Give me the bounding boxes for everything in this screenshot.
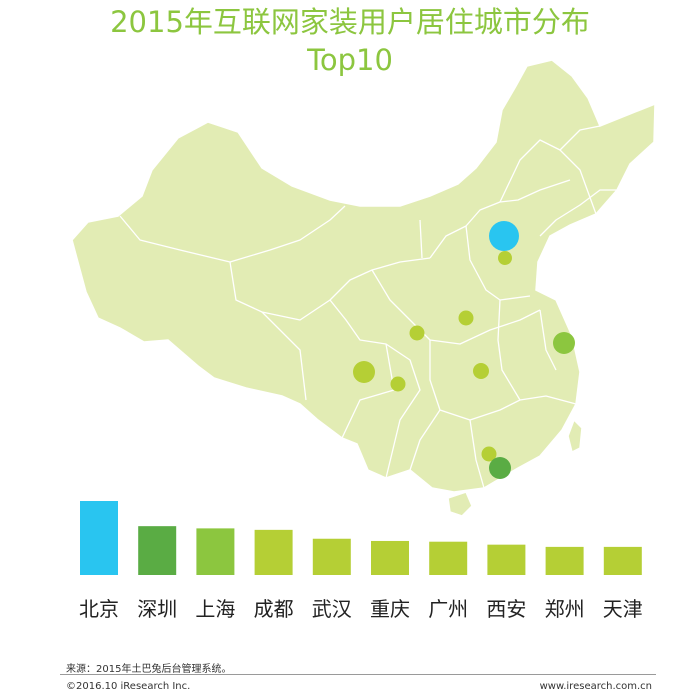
category-label-8: 郑州 (545, 597, 585, 621)
bar-5 (371, 540, 409, 575)
map-bubble-4 (553, 332, 575, 354)
bar-3 (254, 529, 293, 575)
hainan-island-shape (447, 491, 473, 517)
map-bubble-5 (353, 361, 375, 383)
website-url: www.iresearch.com.cn (539, 681, 652, 692)
category-label-9: 天津 (603, 597, 643, 621)
map-bubble-7 (473, 363, 489, 379)
map-bubble-2 (458, 310, 474, 326)
map-bubble-3 (409, 325, 425, 341)
bar-8 (545, 546, 584, 575)
bar-0 (80, 501, 118, 575)
map-bubble-1 (498, 251, 512, 265)
footer-divider (60, 674, 656, 675)
map-bubbles (353, 221, 575, 479)
bar-2 (196, 528, 235, 575)
category-label-0: 北京 (79, 597, 119, 621)
bar-4 (312, 538, 351, 575)
bar-1 (138, 526, 177, 575)
category-label-2: 上海 (195, 597, 235, 621)
chart-subtitle: Top10 (307, 43, 393, 77)
map-bubble-8 (481, 446, 497, 462)
category-label-1: 深圳 (137, 597, 177, 621)
map-bubble-9 (489, 457, 511, 479)
map-bubble-6 (390, 376, 406, 392)
category-label-5: 重庆 (370, 597, 410, 621)
category-label-4: 武汉 (312, 597, 352, 621)
category-label-3: 成都 (254, 597, 294, 621)
bar-6 (429, 541, 468, 575)
copyright: ©2016.10 iResearch Inc. (66, 681, 191, 692)
map-bubble-0 (489, 221, 519, 251)
bar-9 (603, 546, 642, 575)
category-label-7: 西安 (486, 597, 526, 621)
province-borders (119, 125, 617, 489)
taiwan-island-shape (567, 418, 583, 454)
bar-7 (487, 544, 526, 575)
category-label-6: 广州 (428, 597, 468, 621)
source-note: 来源：2015年土巴兔后台管理系统。 (66, 664, 232, 675)
chart-title: 2015年互联网家装用户居住城市分布 (110, 5, 590, 39)
